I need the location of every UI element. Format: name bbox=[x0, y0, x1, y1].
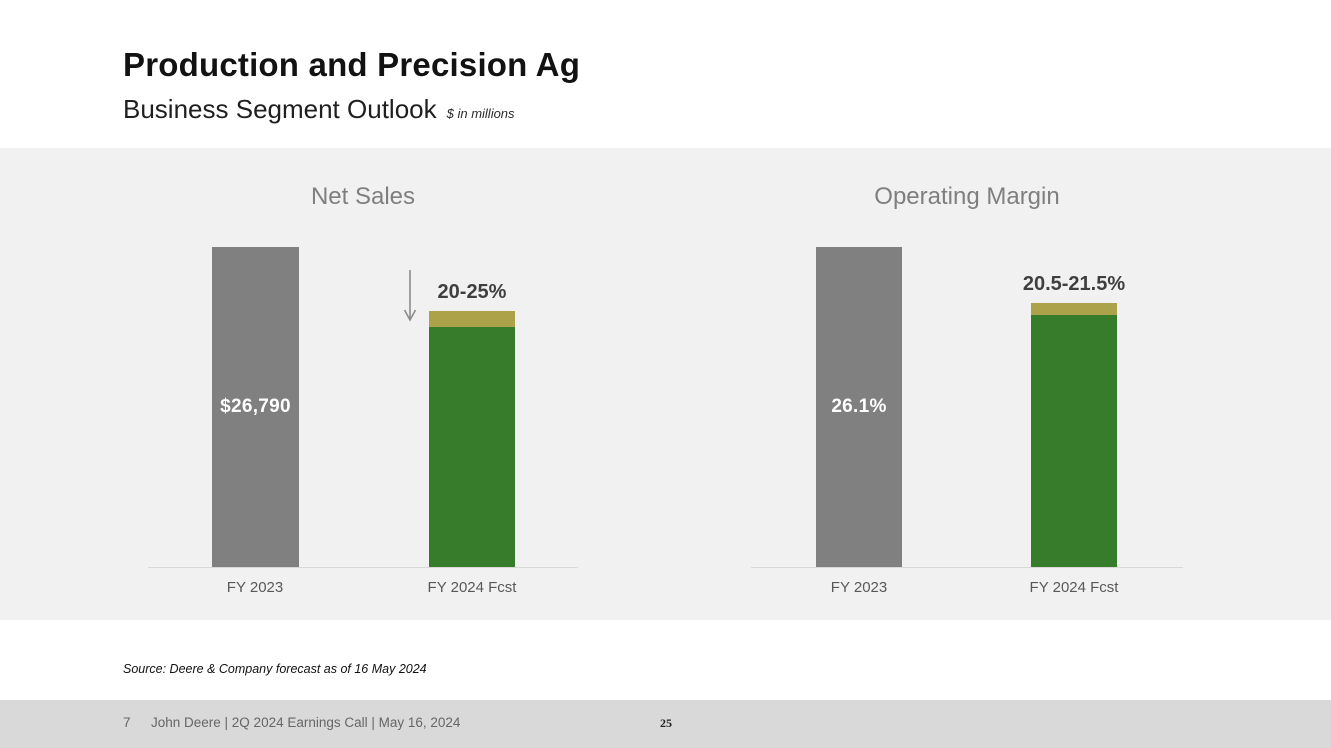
unit-note: $ in millions bbox=[446, 106, 515, 121]
footer-bar: 7 John Deere | 2Q 2024 Earnings Call | M… bbox=[0, 700, 1331, 748]
chart-title: Net Sales bbox=[310, 183, 416, 210]
bar-value-label: 26.1% bbox=[831, 396, 887, 417]
slide-title: Production and Precision Ag bbox=[123, 46, 581, 83]
x-label-fy2023: FY 2023 bbox=[830, 579, 888, 596]
slide-subtitle: Business Segment Outlook bbox=[123, 94, 437, 124]
x-label-fy2023: FY 2023 bbox=[226, 579, 284, 596]
bar-fy2023: $26,790 bbox=[212, 247, 299, 567]
bar-fy2024-forecast: 20-25% bbox=[403, 270, 515, 567]
x-label-fy2024-fcst: FY 2024 Fcst bbox=[427, 579, 517, 596]
plot-area: 26.1% 20.5-21.5% bbox=[751, 247, 1183, 567]
plot-area: $26,790 20-25% bbox=[148, 247, 578, 567]
slide-subtitle-row: Business Segment Outlook $ in millions bbox=[123, 94, 515, 125]
bar-fy2024-forecast: 20.5-21.5% bbox=[1023, 273, 1125, 567]
forecast-range-label: 20.5-21.5% bbox=[1022, 273, 1126, 295]
operating-margin-chart: Operating Margin 26.1% 20.5-21.5% FY 202… bbox=[751, 148, 1183, 620]
x-axis-baseline bbox=[148, 567, 578, 568]
bar-fy2023: 26.1% bbox=[816, 247, 902, 567]
footer-caption: John Deere | 2Q 2024 Earnings Call | May… bbox=[151, 715, 461, 730]
down-arrow-icon bbox=[403, 270, 417, 322]
chart-band: Net Sales $26,790 20-25% FY 2023 FY 2024… bbox=[0, 148, 1331, 620]
bar-value-label: $26,790 bbox=[220, 396, 291, 417]
footer-slide-number: 7 bbox=[123, 715, 131, 730]
source-note: Source: Deere & Company forecast as of 1… bbox=[123, 662, 427, 676]
forecast-range-cap bbox=[429, 311, 515, 327]
forecast-range-cap bbox=[1031, 303, 1117, 315]
chart-title: Operating Margin bbox=[874, 183, 1060, 210]
net-sales-chart: Net Sales $26,790 20-25% FY 2023 FY 2024… bbox=[148, 148, 578, 620]
forecast-range-label: 20-25% bbox=[437, 281, 507, 303]
footer-page-number: 25 bbox=[660, 716, 672, 730]
x-label-fy2024-fcst: FY 2024 Fcst bbox=[1029, 579, 1119, 596]
x-axis-baseline bbox=[751, 567, 1183, 568]
